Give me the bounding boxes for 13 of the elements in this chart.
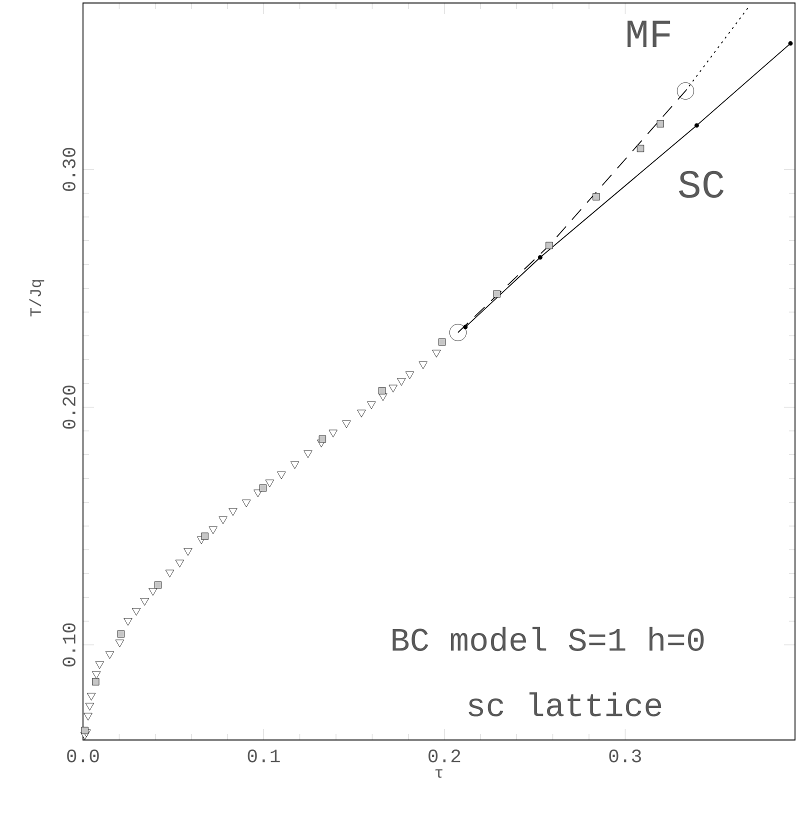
annotation: BC model S=1 h=0 <box>392 626 704 652</box>
x-tick-label: 0.2 <box>428 750 460 762</box>
annotation: sc lattice <box>468 692 662 716</box>
y-tick-label: 0.20 <box>62 386 76 429</box>
x-axis-title: τ <box>435 769 442 778</box>
x-tick-label: 0.3 <box>609 750 641 762</box>
y-axis-title: T/Jq <box>29 280 44 316</box>
series-label: MF <box>628 20 670 48</box>
x-tick-label: 0.1 <box>248 750 280 762</box>
y-tick-label: 0.30 <box>62 148 76 191</box>
series-label: SC <box>678 170 724 198</box>
x-tick-label: 0.0 <box>67 750 99 762</box>
y-tick-label: 0.10 <box>62 623 76 666</box>
